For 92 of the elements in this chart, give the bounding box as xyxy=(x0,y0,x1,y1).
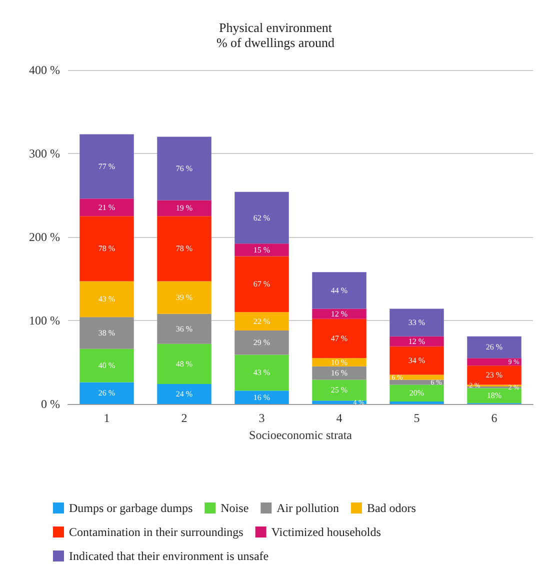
data-label: 48 % xyxy=(176,359,193,368)
x-tick-label: 2 xyxy=(181,411,188,425)
bar xyxy=(157,344,212,384)
data-label: 36 % xyxy=(176,324,193,334)
data-label: 22 % xyxy=(253,316,270,326)
bar xyxy=(80,317,134,349)
legend-label: Noise xyxy=(220,501,249,515)
data-label: 26 % xyxy=(98,388,116,398)
data-label: 12 % xyxy=(330,309,348,318)
data-label: 76 % xyxy=(176,164,193,174)
legend-label: Air pollution xyxy=(276,501,339,515)
bar xyxy=(157,216,212,282)
bar xyxy=(234,312,289,331)
bar xyxy=(312,272,366,309)
data-label: 43 % xyxy=(98,294,116,304)
bar xyxy=(234,390,289,404)
bar xyxy=(390,346,444,375)
data-label: 38 % xyxy=(98,328,116,338)
y-tick-label: 0 % xyxy=(41,397,60,411)
x-tick-label: 5 xyxy=(414,411,420,425)
bar xyxy=(312,366,366,380)
y-tick-label: 400 % xyxy=(29,63,60,77)
data-label: 16 % xyxy=(253,392,270,402)
bar xyxy=(467,336,522,358)
data-label: 16 % xyxy=(330,368,348,378)
x-axis-title: Socioeconomic strata xyxy=(249,428,353,442)
bar xyxy=(80,216,134,282)
x-tick-label: 1 xyxy=(104,411,110,425)
bar xyxy=(312,400,366,404)
bar xyxy=(80,134,134,199)
data-label: 62 % xyxy=(253,213,270,222)
chart-title: Physical environment xyxy=(218,20,332,35)
y-tick-label: 100 % xyxy=(29,314,60,328)
data-label: 67 % xyxy=(253,280,270,289)
y-tick-label: 200 % xyxy=(29,230,60,244)
data-label: 78 % xyxy=(176,244,193,254)
legend-label: Bad odors xyxy=(366,501,416,515)
bar xyxy=(467,358,522,366)
bar xyxy=(157,384,212,404)
data-label: 47 % xyxy=(330,334,348,343)
bar xyxy=(390,336,444,346)
data-label: 19 % xyxy=(176,204,193,213)
bar xyxy=(234,330,289,355)
data-label: 25 % xyxy=(330,386,348,395)
bar xyxy=(312,318,366,358)
data-label: 78 % xyxy=(98,244,116,254)
y-tick-label: 300 % xyxy=(29,146,60,160)
legend-label: Victimized households xyxy=(271,525,382,539)
data-label: 77 % xyxy=(98,162,116,171)
x-tick-label: 3 xyxy=(258,411,265,425)
bar xyxy=(80,198,134,216)
bar xyxy=(234,354,289,391)
bar xyxy=(80,348,134,382)
data-label: 34 % xyxy=(408,356,426,366)
bar xyxy=(80,281,134,318)
bar xyxy=(390,384,444,402)
data-label: 12 % xyxy=(408,336,426,346)
bar xyxy=(312,358,366,366)
data-label: 23 % xyxy=(486,370,503,380)
data-label: 43 % xyxy=(253,368,270,378)
data-label: 18% xyxy=(486,391,502,400)
bar xyxy=(390,401,444,404)
bar xyxy=(234,192,289,244)
bar xyxy=(467,388,522,404)
legend-label: Dumps or garbage dumps xyxy=(69,501,193,515)
bar xyxy=(80,382,134,404)
bar xyxy=(390,380,444,385)
bar xyxy=(234,244,289,256)
data-label: 40 % xyxy=(98,361,116,370)
data-label: 39 % xyxy=(176,293,193,302)
data-label: 24 % xyxy=(176,389,193,398)
data-label: 15 % xyxy=(253,245,270,254)
bar xyxy=(157,200,212,216)
bar xyxy=(157,314,212,344)
data-label: 20% xyxy=(409,388,424,398)
legend-label: Indicated that their environment is unsafe xyxy=(69,549,269,563)
data-label: 10 % xyxy=(330,358,348,367)
data-label: 21 % xyxy=(98,202,116,212)
x-tick-label: 4 xyxy=(336,411,342,425)
data-label: 29 % xyxy=(253,338,270,348)
bar xyxy=(234,256,289,312)
bar xyxy=(390,308,444,336)
chart-subtitle: % of dwellings around xyxy=(216,35,336,50)
bar xyxy=(312,380,366,401)
bar xyxy=(312,308,366,319)
x-tick-label: 6 xyxy=(491,411,498,425)
bar xyxy=(157,281,212,314)
data-label: 33 % xyxy=(408,318,426,328)
bar xyxy=(157,136,212,200)
data-label: 26 % xyxy=(486,342,503,352)
data-label: 44 % xyxy=(330,286,348,295)
legend-label: Contamination in their surroundings xyxy=(69,525,244,539)
